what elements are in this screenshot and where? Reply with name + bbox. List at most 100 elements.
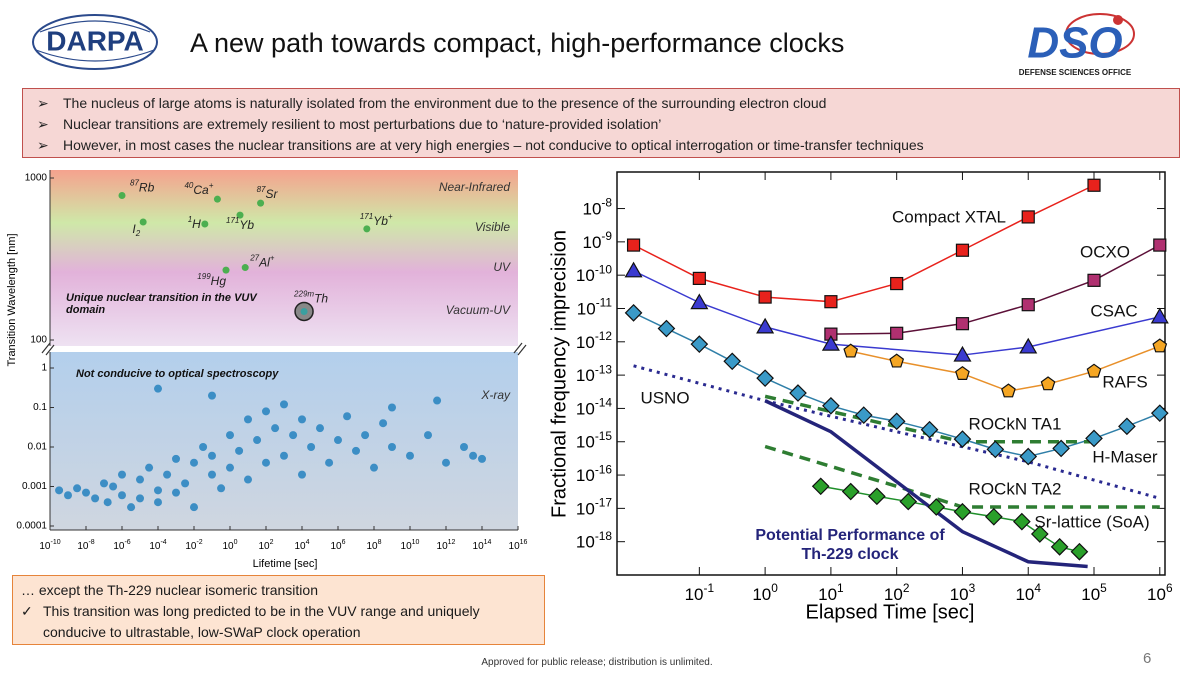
x-tick-label: 100 [752, 581, 778, 604]
y-tick-label-base: 10 [583, 233, 602, 252]
x-tick-label: 104 [294, 539, 309, 552]
y-axis-label: Fractional frequency imprecision [548, 230, 570, 518]
y-tick-label-base: 10 [583, 200, 602, 219]
scatter-point [127, 503, 136, 512]
scatter-point [136, 494, 144, 503]
y-tick-label: 100 [30, 335, 47, 346]
y-tick-label: 0.001 [22, 481, 47, 492]
y-tick-label-base: 10 [576, 433, 595, 452]
marker [955, 243, 970, 257]
x-axis-label: Lifetime [sec] [253, 558, 318, 570]
series-label: H-Maser [1092, 447, 1158, 466]
plot-frame [616, 171, 1166, 576]
annotation-box: Not conducive to optical spectroscopy [76, 368, 278, 380]
atom-subscript: 2 [135, 229, 141, 238]
x-tick-label: 1010 [401, 539, 420, 552]
marker [756, 317, 775, 334]
x-tick-label: 10-2 [185, 539, 202, 552]
atom-point [363, 225, 371, 233]
atom-mass: 199 [197, 272, 211, 281]
marker [854, 406, 873, 424]
scatter-point [271, 424, 280, 433]
scatter-point [82, 488, 90, 497]
atom-mass: 87 [257, 185, 266, 194]
y-tick-label: 0.01 [28, 442, 48, 453]
x-tick-label: 108 [366, 539, 381, 552]
scatter-point [379, 419, 388, 428]
atom-mass: 40 [184, 181, 193, 190]
marker [1019, 337, 1038, 354]
marker [889, 353, 905, 368]
marker [1001, 383, 1016, 398]
scatter-point [298, 415, 306, 424]
scatter-point [208, 391, 216, 400]
x-tick-label: 106 [1147, 581, 1173, 604]
marker [789, 384, 807, 402]
series-label: Potential Performance of Th-229 clock [755, 527, 945, 563]
x-tick-label-base: 10 [149, 541, 161, 552]
scatter-point [118, 470, 126, 479]
marker [890, 326, 904, 340]
y-tick-label: 10-9 [583, 229, 613, 252]
scatter-point [280, 400, 288, 409]
atom-charge: + [209, 181, 214, 190]
series-label: RAFS [1102, 372, 1147, 391]
scatter-point [325, 458, 334, 467]
y-tick-label: 0.1 [33, 402, 47, 413]
marker [1118, 417, 1136, 436]
scatter-point [307, 443, 316, 451]
marker [1150, 404, 1169, 423]
scatter-point [154, 384, 162, 393]
scatter-point [253, 436, 262, 445]
x-tick-label-exponent: 14 [484, 539, 492, 546]
scatter-point [316, 424, 324, 433]
scatter-point [118, 491, 126, 500]
y-tick-label: 10-11 [577, 296, 613, 319]
marker [821, 334, 840, 351]
band-label: Vacuum-UV [446, 303, 511, 317]
x-tick-label-base: 10 [294, 541, 306, 552]
x-tick-label-exponent: 3 [969, 581, 976, 595]
x-tick-label: 10-8 [77, 539, 94, 552]
series-line [633, 364, 1161, 500]
atom-charge: + [388, 212, 393, 221]
marker [1085, 429, 1103, 448]
dso-logo: DSO DEFENSE SCIENCES OFFICE [1019, 13, 1135, 77]
scatter-point [199, 443, 208, 451]
marker [984, 507, 1003, 526]
marker [690, 335, 709, 353]
y-axis-label: Transition Wavelength [nm] [6, 233, 18, 366]
x-tick-label-exponent: 0 [234, 539, 238, 546]
y-tick-label-exponent: -13 [595, 362, 613, 376]
marker [955, 365, 970, 380]
atom-mass: 171 [226, 216, 239, 225]
marker [758, 290, 772, 304]
x-tick-label-base: 10 [1081, 585, 1100, 604]
scatter-point [163, 470, 172, 479]
marker [626, 238, 641, 252]
x-tick-label: 106 [330, 539, 345, 552]
x-tick-label: 10-6 [113, 539, 130, 552]
logo-caption: DEFENSE SCIENCES OFFICE [1019, 68, 1132, 77]
series-line [830, 244, 1161, 335]
band-label: X-ray [480, 388, 511, 402]
x-tick-label-base: 10 [950, 585, 969, 604]
x-tick-label-base: 10 [113, 541, 125, 552]
x-tick-label: 10-4 [149, 539, 166, 552]
series-label: CSAC [1090, 301, 1137, 320]
x-tick-label-base: 10 [752, 585, 771, 604]
x-tick-label-base: 10 [185, 541, 197, 552]
x-tick-label-exponent: 0 [771, 581, 778, 595]
annotation-box: Unique nuclear transition in the VUV dom… [66, 292, 257, 316]
marker [723, 352, 742, 371]
lower-panel [50, 352, 518, 530]
marker [1087, 273, 1101, 287]
scatter-point [460, 443, 468, 451]
x-tick-label: 102 [884, 581, 910, 604]
atom-mass: 229m [293, 290, 314, 299]
scatter-point [442, 458, 450, 467]
atom-symbol: Yb [373, 214, 388, 228]
scatter-point [334, 436, 342, 445]
scatter-point [172, 488, 180, 497]
atom-symbol: Hg [211, 274, 227, 288]
